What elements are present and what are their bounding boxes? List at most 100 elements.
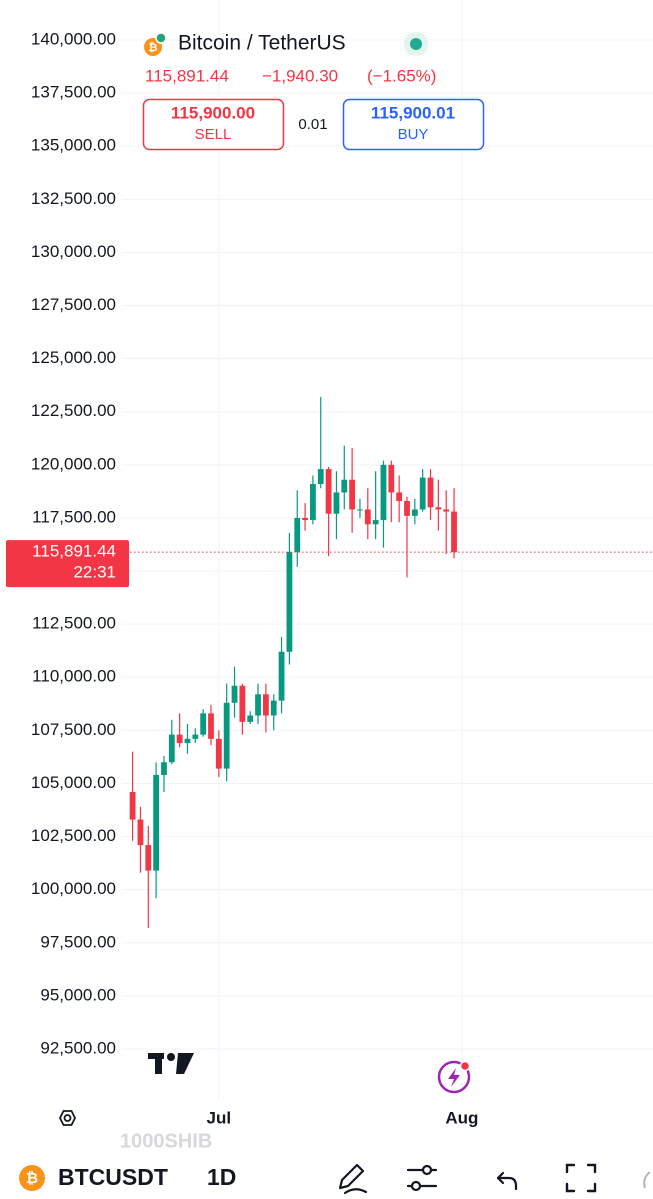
toolbar-symbol[interactable]: BTCUSDT: [58, 1164, 168, 1190]
ideas-icon[interactable]: [437, 1060, 471, 1094]
icon-pen: [338, 1163, 365, 1190]
candle-body: [364, 509, 371, 525]
sell-price: 115,900.00: [171, 103, 255, 122]
icon-knob: [421, 1164, 433, 1176]
y-tick-label: 137,500.00: [31, 83, 116, 102]
header-change: −1,940.30: [262, 66, 338, 85]
watermark: 1000SHIB: [120, 1130, 212, 1152]
sell-button[interactable]: 115,900.00 SELL: [142, 98, 285, 151]
y-tick-label: 102,500.00: [31, 826, 116, 845]
candle-body: [231, 685, 238, 703]
candle-body: [396, 492, 403, 501]
candle-body: [325, 469, 332, 514]
axis-layer: 92,500.00 95,000.00 97,500.00 100,000.00 102…: [6, 29, 478, 1127]
header-price: 115,891.44: [145, 66, 229, 85]
y-tick-label: 97,500.00: [40, 932, 116, 951]
candle-body: [380, 464, 387, 521]
icon-dot: [63, 1114, 72, 1122]
symbol-name: Bitcoin / TetherUS: [178, 32, 346, 55]
y-tick-label: 125,000.00: [31, 348, 116, 367]
icon-corners: [565, 1163, 597, 1193]
candle-body: [333, 492, 340, 514]
y-tick-label: 120,000.00: [31, 454, 116, 473]
candle-body: [247, 715, 254, 722]
logo-part: [167, 1053, 175, 1061]
candle-body: [317, 469, 324, 484]
candle-body: [451, 511, 457, 553]
candle-body: [294, 517, 301, 552]
candle-body: [357, 509, 363, 511]
candle-body: [200, 713, 207, 735]
candle-body: [443, 509, 450, 512]
candle-body: [349, 479, 356, 510]
sell-box: [142, 98, 285, 151]
icon-hex: [58, 1110, 77, 1126]
y-tick-label: 117,500.00: [32, 507, 116, 526]
icon-bolt: [448, 1068, 460, 1087]
sell-label: SELL: [195, 126, 232, 143]
buy-price: 115,900.01: [371, 103, 455, 122]
fullscreen-icon[interactable]: [565, 1163, 597, 1193]
more-hint: [643, 1171, 651, 1189]
candle-body: [192, 734, 199, 739]
last-price-label: 115,891.44: [32, 542, 116, 561]
icon-ring: [437, 1060, 471, 1094]
x-tick-label: Jul: [207, 1108, 232, 1127]
buy-label: BUY: [398, 126, 429, 143]
market-status: [410, 38, 422, 50]
undo-icon[interactable]: [496, 1171, 518, 1191]
logo-part: [155, 1053, 162, 1074]
candle-body: [129, 791, 136, 820]
candle-body: [153, 774, 160, 871]
icon-arc: [496, 1176, 518, 1191]
y-tick-label: 105,000.00: [31, 773, 116, 792]
toolbar-coin-glyph: ₿: [26, 1170, 38, 1187]
grid-layer: [122, 0, 653, 1100]
buy-box: [342, 98, 485, 151]
buy-button[interactable]: 115,900.01 BUY: [342, 98, 485, 151]
candle-body: [239, 685, 246, 722]
last-price-box: [6, 540, 129, 588]
tradingview-logo[interactable]: [148, 1053, 194, 1074]
candle-body: [262, 694, 269, 716]
candle-body: [255, 694, 261, 716]
candle-body: [388, 464, 395, 493]
y-tick-label: 112,500.00: [32, 614, 116, 633]
header-change-percent: (−1.65%): [367, 66, 436, 85]
y-tick-label: 110,000.00: [32, 667, 116, 686]
y-tick-label: 95,000.00: [40, 985, 116, 1004]
quote-icon: [155, 32, 167, 44]
toolbar-interval[interactable]: 1D: [207, 1164, 236, 1190]
candle-body: [411, 509, 418, 516]
indicators-icon[interactable]: [406, 1164, 438, 1192]
candle-body: [215, 738, 222, 769]
icon-knob: [410, 1180, 422, 1192]
candle-body: [137, 819, 144, 846]
coin-glyph: ₿: [149, 42, 158, 54]
y-tick-label: 122,500.00: [31, 401, 116, 420]
y-tick-label: 100,000.00: [31, 879, 116, 898]
candle-body: [427, 477, 434, 508]
candle-body: [223, 702, 230, 769]
icon-badge: [459, 1060, 471, 1072]
candle-body: [341, 479, 348, 493]
y-tick-label: 135,000.00: [31, 136, 116, 155]
candle-body: [270, 700, 277, 716]
candle-body: [286, 551, 293, 652]
y-tick-label: 127,500.00: [31, 295, 116, 314]
spread: 0.01: [298, 116, 327, 133]
symbol-header[interactable]: ₿ Bitcoin / TetherUS: [144, 32, 428, 56]
chart-settings-icon[interactable]: [58, 1110, 77, 1126]
draw-tool-icon[interactable]: [338, 1163, 368, 1195]
x-tick-label: Aug: [445, 1108, 478, 1127]
toolbar-coin-icon: [19, 1165, 45, 1191]
toolbar: [0, 1150, 653, 1199]
y-tick-label: 107,500.00: [31, 720, 116, 739]
candle-body: [435, 507, 442, 510]
icon-stroke: [343, 1188, 368, 1195]
logo-part: [176, 1053, 194, 1074]
y-tick-label: 132,500.00: [31, 189, 116, 208]
